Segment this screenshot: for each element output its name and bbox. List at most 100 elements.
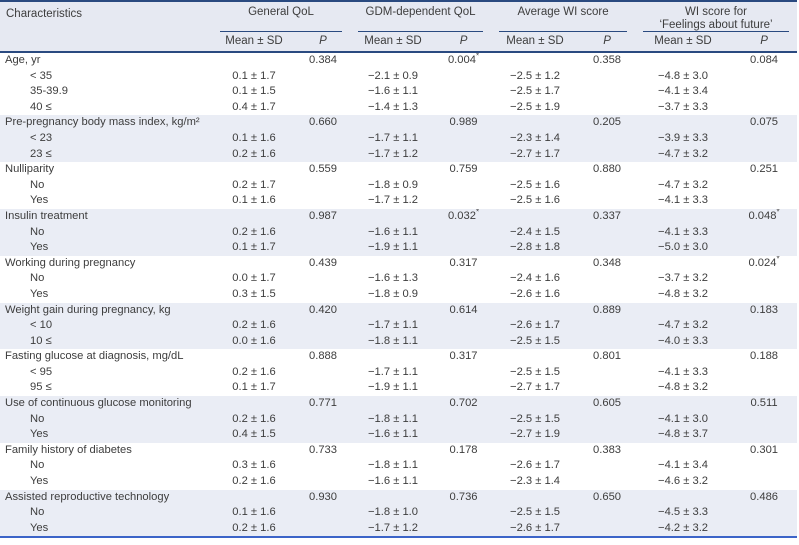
- p-value-cell: 0.987: [296, 208, 351, 225]
- characteristic-label: Assisted reproductive technology: [0, 489, 212, 506]
- p-value-cell: 0.183: [731, 302, 798, 319]
- mean-sd-cell: −2.8 ± 1.8: [491, 240, 580, 256]
- mean-sd-cell: [635, 302, 732, 319]
- mean-sd-cell: −4.2 ± 3.2: [635, 520, 732, 538]
- sub-header-row: Mean ± SD P Mean ± SD P Mean ± SD P Mean…: [0, 32, 798, 53]
- p-value-cell: [436, 271, 491, 287]
- mean-sd-cell: −2.5 ± 1.5: [491, 411, 580, 428]
- mean-sd-cell: −2.7 ± 1.7: [510, 381, 561, 394]
- mean-sd-cell: −1.6 ± 1.1: [350, 427, 437, 443]
- p-value-cell: 0.733: [309, 443, 337, 456]
- p-value-cell: 0.384: [309, 54, 337, 66]
- p-value-cell: [436, 130, 492, 147]
- mean-sd-cell: 0.3 ± 1.5: [232, 287, 276, 300]
- p-value-cell: 0.178: [449, 443, 478, 456]
- characteristic-sublabel: Yes: [30, 287, 49, 300]
- table-body: Age, yr 0.384 0.004* 0.358 0.084 < 35 0.1 ± 1.…: [0, 52, 798, 538]
- data-row: Yes 0.1 ± 1.6 −1.7 ± 1.2 −2.5 ± 1.6 −4.1 ± 3…: [0, 193, 797, 209]
- characteristic-label: Insulin treatment: [0, 208, 212, 225]
- p-value-cell: [436, 365, 491, 381]
- data-row: No 0.1 ± 1.6 −1.8 ± 1.0 −2.5 ± 1.5 −4.5 ± 3.…: [0, 505, 798, 521]
- p-value-cell: [579, 69, 635, 85]
- mean-sd-cell: [635, 396, 732, 412]
- column-group-gdm-dependent-qol-label: GDM-dependent QoL: [358, 2, 484, 32]
- mean-sd-cell: [212, 349, 296, 365]
- p-value-cell: [579, 84, 635, 100]
- mean-sd-cell: [635, 256, 731, 272]
- mean-sd-cell: 0.2 ± 1.6: [212, 318, 296, 334]
- mean-sd-cell: [350, 443, 436, 459]
- characteristic-sublabel: No: [0, 224, 212, 241]
- mean-sd-cell: [350, 208, 437, 225]
- p-value-cell: 0.511: [731, 396, 798, 412]
- p-value-cell: [296, 130, 351, 147]
- p-value-cell: [296, 146, 351, 163]
- mean-sd-cell: [212, 115, 296, 131]
- p-value-cell: [296, 474, 350, 490]
- section-row: Pre-pregnancy body mass index, kg/m² 0.66…: [0, 115, 798, 131]
- p-value-cell: [731, 380, 797, 396]
- p-value-cell: [579, 365, 635, 381]
- characteristic-label: Fasting glucose at diagnosis, mg/dL: [5, 350, 184, 363]
- section-row: Insulin treatment 0.987 0.032* 0.337 0.048*: [0, 208, 798, 225]
- p-value-cell: [731, 84, 797, 100]
- mean-sd-cell: −2.4 ± 1.6: [510, 272, 561, 285]
- p-value-cell: [296, 69, 350, 85]
- data-row: < 23 0.1 ± 1.6 −1.7 ± 1.1 −2.3 ± 1.4 −3.9 ± …: [0, 130, 798, 147]
- data-row: 95 ≤ 0.1 ± 1.7 −1.9 ± 1.1 −2.7 ± 1.7 −4.8 ± …: [0, 380, 797, 396]
- p-value-cell: [436, 84, 491, 100]
- mean-sd-cell: [350, 52, 436, 69]
- p-value-cell: 0.348: [593, 256, 622, 269]
- characteristic-sublabel: Yes: [30, 475, 49, 488]
- mean-sd-cell: −1.7 ± 1.1: [350, 130, 437, 147]
- characteristic-sublabel: Yes: [30, 194, 49, 207]
- mean-sd-cell: −1.9 ± 1.1: [368, 381, 419, 394]
- mean-sd-cell: −1.6 ± 1.1: [368, 475, 419, 488]
- p-value-cell: [579, 100, 635, 116]
- data-row: 10 ≤0.0 ± 1.6 −1.8 ± 1.1 −2.5 ± 1.5 −4.0 ± …: [0, 333, 798, 350]
- p-value-cell: [731, 318, 798, 334]
- mean-sd-cell: −1.8 ± 1.1: [368, 459, 419, 472]
- mean-sd-cell: 0.4 ± 1.5: [212, 427, 296, 443]
- p-value-cell: [731, 100, 797, 116]
- mean-sd-cell: −2.6 ± 1.7: [510, 459, 561, 472]
- p-value-cell: [296, 224, 351, 241]
- mean-sd-cell: −1.6 ± 1.1: [350, 224, 437, 241]
- mean-sd-cell: 0.2 ± 1.6: [212, 520, 296, 538]
- mean-sd-cell: [350, 302, 437, 319]
- mean-sd-cell: −1.7 ± 1.2: [350, 520, 437, 538]
- mean-sd-cell: −2.3 ± 1.4: [491, 130, 580, 147]
- section-row: Assisted reproductive technology 0.930 0.7…: [0, 489, 798, 506]
- significance-star: *: [776, 255, 780, 263]
- characteristic-sublabel: No: [0, 411, 212, 428]
- p-value-cell: 0.084: [750, 54, 779, 66]
- characteristic-label: Family history of diabetes: [5, 443, 132, 456]
- mean-sd-cell: −1.6 ± 1.1: [368, 85, 419, 98]
- p-value-cell: [436, 474, 491, 490]
- mean-sd-cell: −1.7 ± 1.2: [368, 194, 419, 207]
- p-value-cell: 0.188: [750, 350, 779, 363]
- p-value-cell: 0.614: [436, 302, 492, 319]
- mean-sd-cell: [491, 52, 579, 69]
- mean-sd-cell: [350, 349, 436, 365]
- data-row: No 0.2 ± 1.7 −1.8 ± 0.9 −2.5 ± 1.6 −4.7 ± 3.…: [0, 178, 797, 194]
- characteristic-label: Working during pregnancy: [5, 256, 136, 269]
- p-value-cell: [296, 100, 350, 116]
- mean-sd-cell: [212, 302, 296, 319]
- p-value-cell: [436, 69, 491, 85]
- mean-sd-cell: −4.0 ± 3.3: [635, 333, 732, 350]
- section-row: Working during pregnancy 0.439 0.317 0.348 0…: [0, 256, 797, 272]
- p-value-cell: [731, 178, 797, 194]
- characteristic-sublabel: No: [0, 505, 212, 521]
- p-value-cell: 0.358: [593, 54, 622, 66]
- data-row: Yes 0.2 ± 1.6 −1.7 ± 1.2 −2.6 ± 1.7 −4.2 ± 3…: [0, 520, 798, 538]
- p-value-cell: [436, 505, 492, 521]
- characteristic-sublabel: 95 ≤: [30, 381, 52, 394]
- mean-sd-cell: [212, 256, 296, 272]
- p-value-cell: [436, 458, 491, 474]
- mean-sd-cell: −1.7 ± 1.1: [350, 318, 437, 334]
- p-value-cell: [296, 380, 350, 396]
- data-row: No 0.3 ± 1.6 −1.8 ± 1.1 −2.6 ± 1.7 −4.1 ± 3.…: [0, 458, 797, 474]
